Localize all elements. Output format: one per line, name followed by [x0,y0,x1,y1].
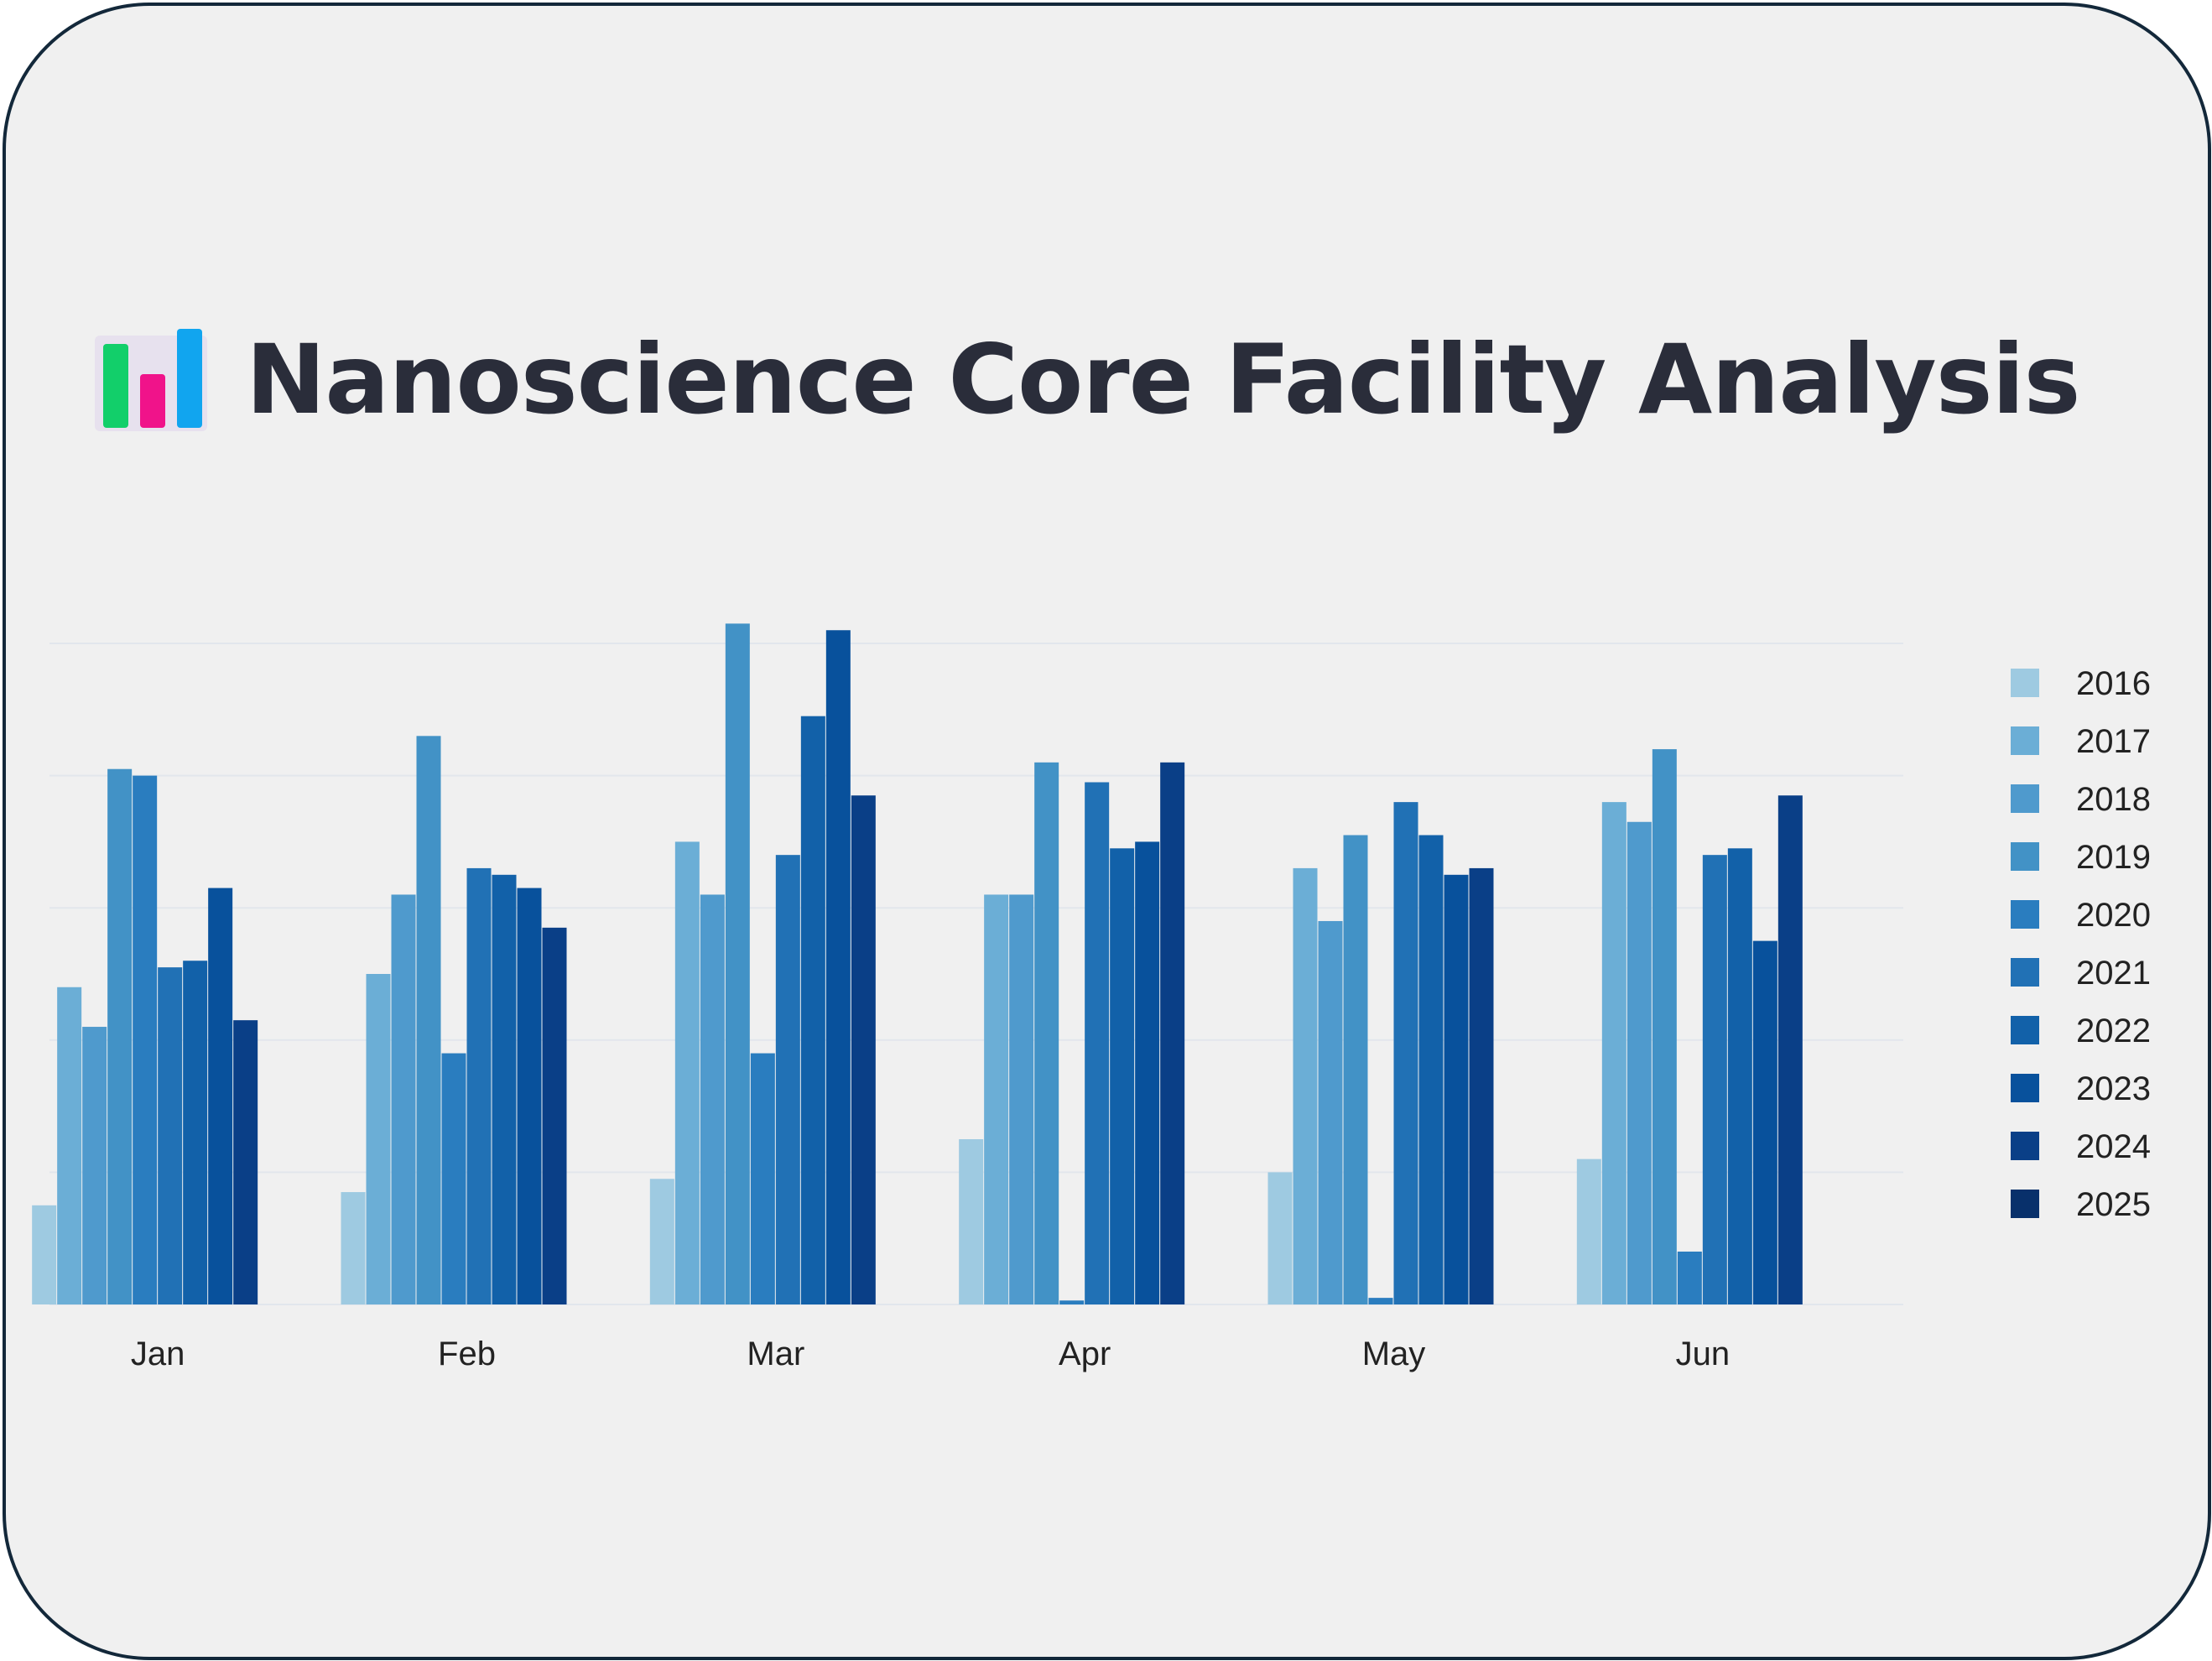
bar-may-2024[interactable] [1469,867,1494,1304]
x-tick-label: Jun [1676,1336,1731,1372]
legend-label: 2024 [2076,1128,2151,1165]
legend-label: 2018 [2076,781,2151,818]
legend-item-2020[interactable]: 2020 [2011,897,2151,934]
legend-label: 2016 [2076,665,2151,702]
bar-feb-2017[interactable] [366,974,391,1304]
legend-swatch [2011,900,2039,929]
bar-apr-2023[interactable] [1135,841,1160,1304]
bar-may-2017[interactable] [1293,867,1318,1304]
bar-feb-2016[interactable] [341,1192,366,1304]
bar-jan-2022[interactable] [183,961,208,1304]
bar-jan-2017[interactable] [57,987,82,1304]
bar-mar-2022[interactable] [800,716,825,1304]
bar-may-2020[interactable] [1368,1298,1393,1304]
x-tick-label: Feb [438,1336,496,1372]
bars [32,623,1803,1304]
bar-jan-2024[interactable] [233,1020,258,1304]
legend-item-2019[interactable]: 2019 [2011,839,2151,876]
legend-item-2023[interactable]: 2023 [2011,1070,2151,1107]
bar-mar-2017[interactable] [674,841,700,1304]
bar-jun-2022[interactable] [1727,848,1752,1304]
bar-mar-2024[interactable] [851,795,876,1304]
bar-mar-2018[interactable] [700,894,725,1304]
bar-mar-2019[interactable] [725,623,750,1304]
bar-jun-2023[interactable] [1752,940,1777,1304]
x-tick-label: Jan [131,1336,185,1372]
bar-jan-2016[interactable] [32,1205,57,1304]
title-row: Nanoscience Core Facility Analysis [93,316,2080,442]
bar-feb-2018[interactable] [391,894,416,1304]
bar-may-2018[interactable] [1318,920,1343,1304]
bar-chart-icon [93,320,211,438]
bar-mar-2016[interactable] [649,1179,674,1304]
bar-may-2016[interactable] [1267,1172,1293,1304]
legend-label: 2022 [2076,1013,2151,1049]
legend-swatch [2011,669,2039,697]
legend-label: 2025 [2076,1186,2151,1223]
legend-label: 2019 [2076,839,2151,876]
bar-jan-2021[interactable] [158,967,183,1304]
bar-apr-2016[interactable] [959,1139,984,1304]
bar-may-2022[interactable] [1418,835,1444,1304]
legend-label: 2023 [2076,1070,2151,1107]
bar-may-2023[interactable] [1444,874,1469,1304]
legend-label: 2021 [2076,955,2151,992]
bar-apr-2024[interactable] [1160,762,1185,1304]
bar-chart: Jan Feb Mar Apr May Jun 201620172018201920202… [32,623,2151,1372]
bar-apr-2017[interactable] [984,894,1009,1304]
legend-swatch [2011,784,2039,813]
legend-swatch [2011,1190,2039,1218]
bar-mar-2021[interactable] [775,855,800,1304]
bar-feb-2023[interactable] [517,888,542,1304]
bar-jun-2020[interactable] [1677,1251,1702,1304]
bar-jun-2024[interactable] [1777,795,1803,1304]
legend-label: 2017 [2076,723,2151,760]
legend-swatch [2011,1016,2039,1044]
legend-swatch [2011,1132,2039,1160]
bar-feb-2019[interactable] [416,736,441,1304]
bar-apr-2021[interactable] [1085,782,1110,1304]
bar-jan-2023[interactable] [208,888,233,1304]
bar-jun-2019[interactable] [1652,749,1677,1304]
bar-jun-2018[interactable] [1626,821,1652,1304]
x-tick-label: Apr [1059,1336,1111,1372]
bar-may-2021[interactable] [1393,802,1418,1304]
chart-card: Nanoscience Core Facility Analysis Jan Fe… [3,3,2211,1660]
legend: 2016 2017 2018 2019 2020 2021 2022 2023 2024 2025 [2011,665,2151,1223]
bar-jan-2020[interactable] [133,775,158,1304]
bar-feb-2020[interactable] [441,1053,466,1304]
bar-apr-2019[interactable] [1034,762,1059,1304]
x-tick-label: Mar [747,1336,804,1372]
legend-swatch [2011,958,2039,987]
legend-item-2016[interactable]: 2016 [2011,665,2151,702]
x-axis-ticks: Jan Feb Mar Apr May Jun [131,1336,1730,1372]
bar-apr-2020[interactable] [1059,1300,1085,1304]
bar-jan-2019[interactable] [107,768,133,1304]
bar-may-2019[interactable] [1343,835,1368,1304]
bar-apr-2018[interactable] [1009,894,1034,1304]
legend-item-2021[interactable]: 2021 [2011,955,2151,992]
legend-swatch [2011,1074,2039,1102]
bar-apr-2022[interactable] [1110,848,1135,1304]
bar-feb-2024[interactable] [542,927,567,1304]
bar-jun-2016[interactable] [1576,1159,1601,1304]
bar-jun-2021[interactable] [1702,855,1727,1304]
legend-item-2017[interactable]: 2017 [2011,723,2151,760]
legend-swatch [2011,842,2039,871]
bar-jun-2017[interactable] [1601,802,1626,1304]
bar-feb-2021[interactable] [466,867,492,1304]
legend-label: 2020 [2076,897,2151,934]
legend-item-2022[interactable]: 2022 [2011,1013,2151,1049]
legend-item-2025[interactable]: 2025 [2011,1186,2151,1223]
bar-jan-2018[interactable] [82,1027,107,1304]
bar-mar-2023[interactable] [825,630,851,1304]
x-tick-label: May [1362,1336,1426,1372]
legend-item-2018[interactable]: 2018 [2011,781,2151,818]
bar-feb-2022[interactable] [492,874,517,1304]
legend-item-2024[interactable]: 2024 [2011,1128,2151,1165]
page-title: Nanoscience Core Facility Analysis [246,323,2080,435]
bar-mar-2020[interactable] [750,1053,775,1304]
legend-swatch [2011,726,2039,755]
